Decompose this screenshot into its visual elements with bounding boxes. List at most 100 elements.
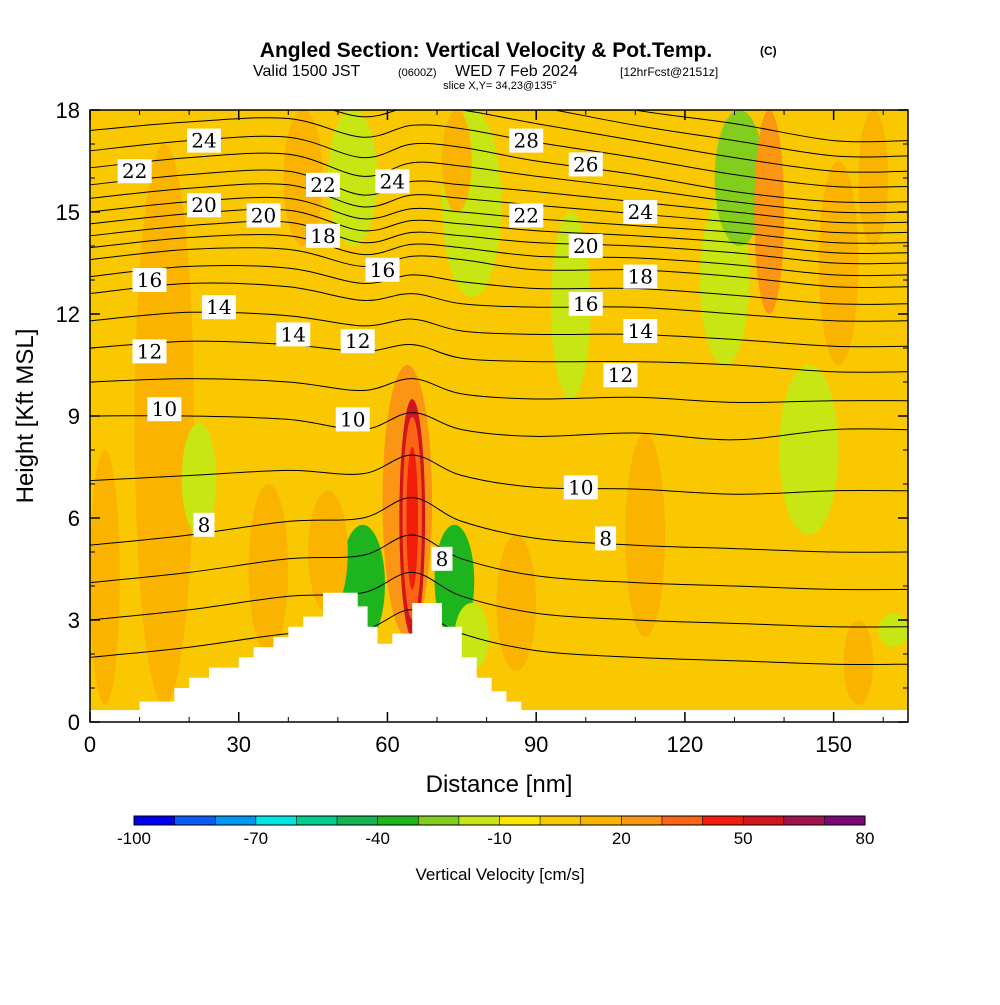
contour-label-box [132,268,167,292]
velocity-cell [714,110,765,246]
contour-label: 22 [509,203,544,228]
contour-label-box [117,159,152,184]
contour-label-text: 22 [514,203,539,227]
isentrope-line [90,412,908,441]
contour-label-text: 16 [370,258,395,282]
isentrope-line [632,110,908,143]
isentrope-line [90,571,908,628]
x-tick-label: 60 [375,732,399,757]
colorbar-swatch [824,816,866,825]
isentrope-line [90,247,908,289]
velocity-cell [496,535,537,671]
contour-label: 24 [623,200,658,224]
contour-label-text: 14 [206,295,231,319]
velocity-cell [90,450,120,705]
contour-label: 18 [623,264,658,289]
contour-label: 24 [187,128,222,153]
x-tick-label: 30 [226,732,250,757]
contour-label-text: 18 [310,224,335,248]
contour-label-box [193,512,215,537]
contour-label-text: 8 [198,513,211,537]
isentrope-line [90,265,908,305]
velocity-cell [843,620,874,705]
contour-label-text: 24 [628,200,653,224]
contour-label-text: 8 [436,547,449,571]
terrain-base [90,710,908,722]
colorbar-swatch [661,816,704,825]
contour-label: 18 [306,223,341,248]
chart-title: Angled Section: Vertical Velocity & Pot.… [260,39,712,62]
axes: 0 30 60 90 120 150 0 3 6 9 12 15 18 Distance [nm] Heig… [12,98,909,798]
colorbar-swatch [377,816,419,825]
isentrope-line [90,609,908,665]
contour-label-box [306,172,341,197]
contour-label-box [623,264,658,289]
velocity-cell [327,110,378,246]
isentrope-line [90,183,908,234]
colorbar-swatch [174,816,216,825]
colorbar-tick-label: -100 [117,829,151,848]
contour-label-box [147,397,182,422]
isentrope-line [90,534,908,591]
terrain [90,592,908,722]
colorbar-swatch [580,816,622,825]
contour-label-box [603,363,638,388]
isentrope-line [90,378,908,404]
contour-label: 12 [132,339,167,364]
velocity-cell [441,110,472,212]
contour-label-text: 24 [191,129,216,153]
colorbar-swatch [783,816,825,825]
colorbar-tick-label: 20 [612,829,631,848]
contour-label-text: 8 [599,526,612,550]
contour-label: 8 [595,526,617,551]
y-tick-label: 9 [68,404,80,429]
colorbar-swatch [743,816,785,825]
contour-label-box [335,407,370,432]
velocity-cell [308,490,348,614]
contour-label: 8 [431,546,453,571]
valid-zulu: (0600Z) [398,67,437,79]
contour-label-text: 12 [608,363,633,387]
isentrope-line [90,110,908,173]
colorbar-swatch [702,816,744,825]
contour-label-text: 10 [340,407,365,431]
colorbar-swatch [255,816,297,825]
y-tick-label: 0 [68,710,80,735]
plot-area: 24 22 20 16 14 12 10 8 20 22 18 14 12 16 24 10 8 28 22 26 20… [90,110,908,722]
chart-header: Angled Section: Vertical Velocity & Pot.… [253,39,777,92]
contour-label: 12 [340,329,375,354]
velocity-cell [283,110,324,246]
isentrope-line [90,497,908,553]
colorbar-swatch [418,816,460,825]
contour-label-box [563,475,598,500]
contour-label-text: 10 [568,475,593,499]
contour-label-text: 24 [380,169,405,193]
x-axis-label: Distance [nm] [426,771,573,798]
colorbar-swatch [337,816,379,825]
velocity-cell [248,484,289,654]
contour-label-box [595,526,617,551]
isentrope-line [90,135,908,204]
velocity-cell [858,110,889,246]
contour-label-text: 18 [628,265,653,289]
contour-label-text: 16 [137,268,162,292]
contour-label: 26 [568,152,603,177]
contour-label-text: 14 [281,322,306,346]
isentrope-line [90,117,908,188]
colorbar-swatch [621,816,663,825]
contour-label: 20 [187,193,222,218]
colorbar-label: Vertical Velocity [cm/s] [415,865,584,884]
velocity-cell [181,422,217,535]
contour-label: 24 [375,169,410,194]
isentrope-line [90,196,908,244]
y-tick-label: 18 [56,98,80,123]
colorbar-tick-label: 50 [734,829,753,848]
slice-text: slice X,Y= 34,23@135° [443,80,557,92]
contour-label: 16 [365,257,400,282]
colorbar-swatch [296,816,338,825]
colorbar-tick-label: -70 [244,829,269,848]
y-tick-label: 15 [56,200,80,225]
contour-label-box [623,200,658,224]
